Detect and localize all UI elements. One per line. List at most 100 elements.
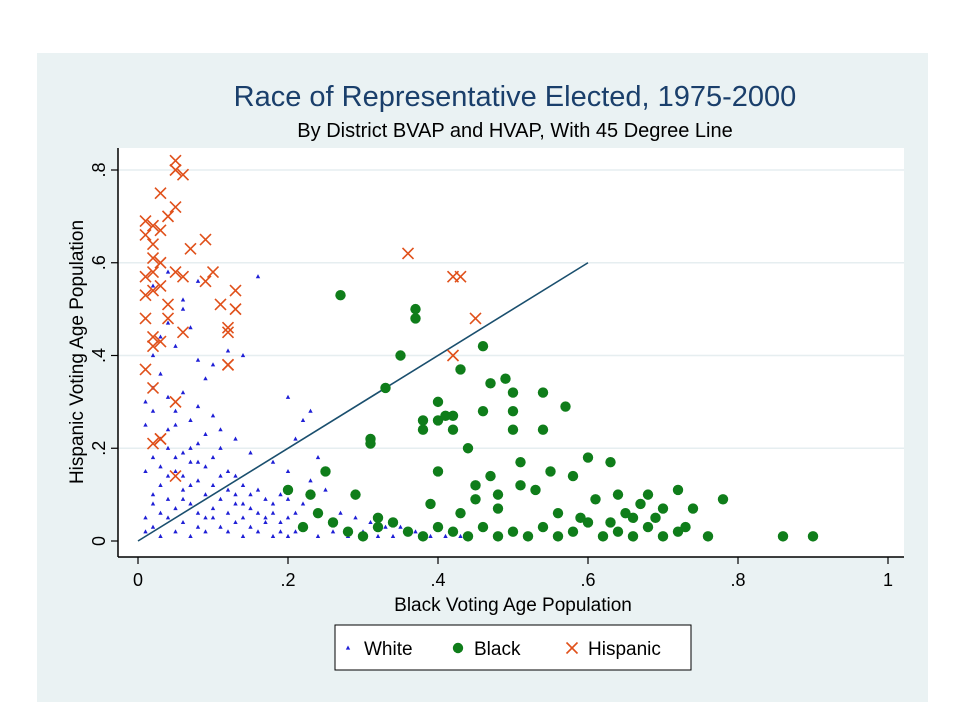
point-white xyxy=(195,278,201,283)
point-white xyxy=(165,473,171,478)
point-hispanic xyxy=(176,270,190,283)
point-hispanic xyxy=(169,265,182,279)
series-black xyxy=(282,290,819,542)
point-black xyxy=(567,470,579,482)
point-black xyxy=(380,382,391,394)
point-white xyxy=(158,510,163,515)
point-black xyxy=(447,424,459,435)
point-white xyxy=(413,529,418,534)
point-white xyxy=(195,404,201,409)
legend-item-black: Black xyxy=(452,639,521,660)
point-black xyxy=(447,410,459,421)
point-white xyxy=(225,348,231,353)
point-white xyxy=(323,487,328,492)
point-white xyxy=(248,524,253,529)
point-black xyxy=(417,424,429,435)
point-black xyxy=(635,498,646,510)
point-black xyxy=(597,531,609,542)
point-black xyxy=(537,521,549,533)
point-white xyxy=(278,492,283,497)
point-white xyxy=(210,362,216,367)
legend: White Black Hispanic xyxy=(334,624,692,671)
point-white xyxy=(240,501,246,506)
point-black xyxy=(477,405,489,417)
point-white xyxy=(248,450,253,455)
point-white xyxy=(225,487,231,492)
point-hispanic xyxy=(169,470,182,483)
point-black xyxy=(672,484,684,496)
point-white xyxy=(165,496,171,501)
point-white xyxy=(248,492,253,497)
point-white xyxy=(158,334,163,339)
point-white xyxy=(458,533,463,538)
point-white xyxy=(218,524,223,529)
x-tick-label: .2 xyxy=(280,570,295,590)
point-white xyxy=(143,468,148,474)
point-white xyxy=(233,436,238,441)
point-white xyxy=(203,515,208,520)
chart-subtitle: By District BVAP and HVAP, With 45 Degre… xyxy=(297,120,732,142)
point-black xyxy=(492,489,504,500)
point-hispanic xyxy=(139,214,152,228)
point-hispanic xyxy=(161,298,175,311)
point-black xyxy=(432,521,444,533)
point-black xyxy=(515,480,526,491)
legend-label: White xyxy=(364,639,413,660)
point-black xyxy=(612,489,624,500)
point-black xyxy=(410,313,421,324)
point-black xyxy=(365,438,376,449)
point-black xyxy=(477,521,489,533)
point-black xyxy=(575,512,586,524)
x-tick-label: 0 xyxy=(133,570,143,590)
point-white xyxy=(218,445,223,450)
point-black xyxy=(410,303,421,315)
point-black xyxy=(342,526,354,537)
point-white xyxy=(338,510,343,515)
point-black xyxy=(485,470,496,482)
point-black xyxy=(807,531,819,542)
point-white xyxy=(428,533,433,538)
point-white xyxy=(293,510,298,515)
data-points xyxy=(139,154,819,542)
point-black xyxy=(530,484,541,496)
point-white xyxy=(293,529,298,534)
point-black xyxy=(395,350,406,361)
point-white xyxy=(240,533,246,538)
point-white xyxy=(203,376,208,381)
point-hispanic xyxy=(146,381,160,395)
point-white xyxy=(195,524,201,529)
point-hispanic xyxy=(206,265,220,279)
point-black xyxy=(500,373,511,384)
point-black xyxy=(470,480,481,491)
point-white xyxy=(173,455,178,460)
point-white xyxy=(375,533,381,538)
point-white xyxy=(173,529,178,534)
point-white xyxy=(158,464,163,469)
point-white xyxy=(285,496,291,501)
point-white xyxy=(173,468,178,474)
point-white xyxy=(165,427,171,432)
point-white xyxy=(225,468,231,474)
point-black xyxy=(672,526,684,537)
point-hispanic xyxy=(176,326,190,339)
point-white xyxy=(255,510,261,515)
point-white xyxy=(270,533,276,538)
point-hispanic xyxy=(221,326,235,339)
point-white xyxy=(210,506,216,511)
point-black xyxy=(305,489,316,500)
point-hispanic xyxy=(139,363,152,376)
point-black xyxy=(462,443,474,454)
point-black xyxy=(432,415,444,426)
point-white xyxy=(158,533,163,538)
point-hispanic xyxy=(169,163,182,177)
point-black xyxy=(552,531,564,542)
point-white xyxy=(188,459,193,464)
point-black xyxy=(417,531,429,542)
point-black xyxy=(777,531,789,542)
point-white xyxy=(248,506,253,511)
point-white xyxy=(188,417,193,423)
point-black xyxy=(440,410,451,421)
point-white xyxy=(180,306,186,311)
point-white xyxy=(180,519,186,525)
